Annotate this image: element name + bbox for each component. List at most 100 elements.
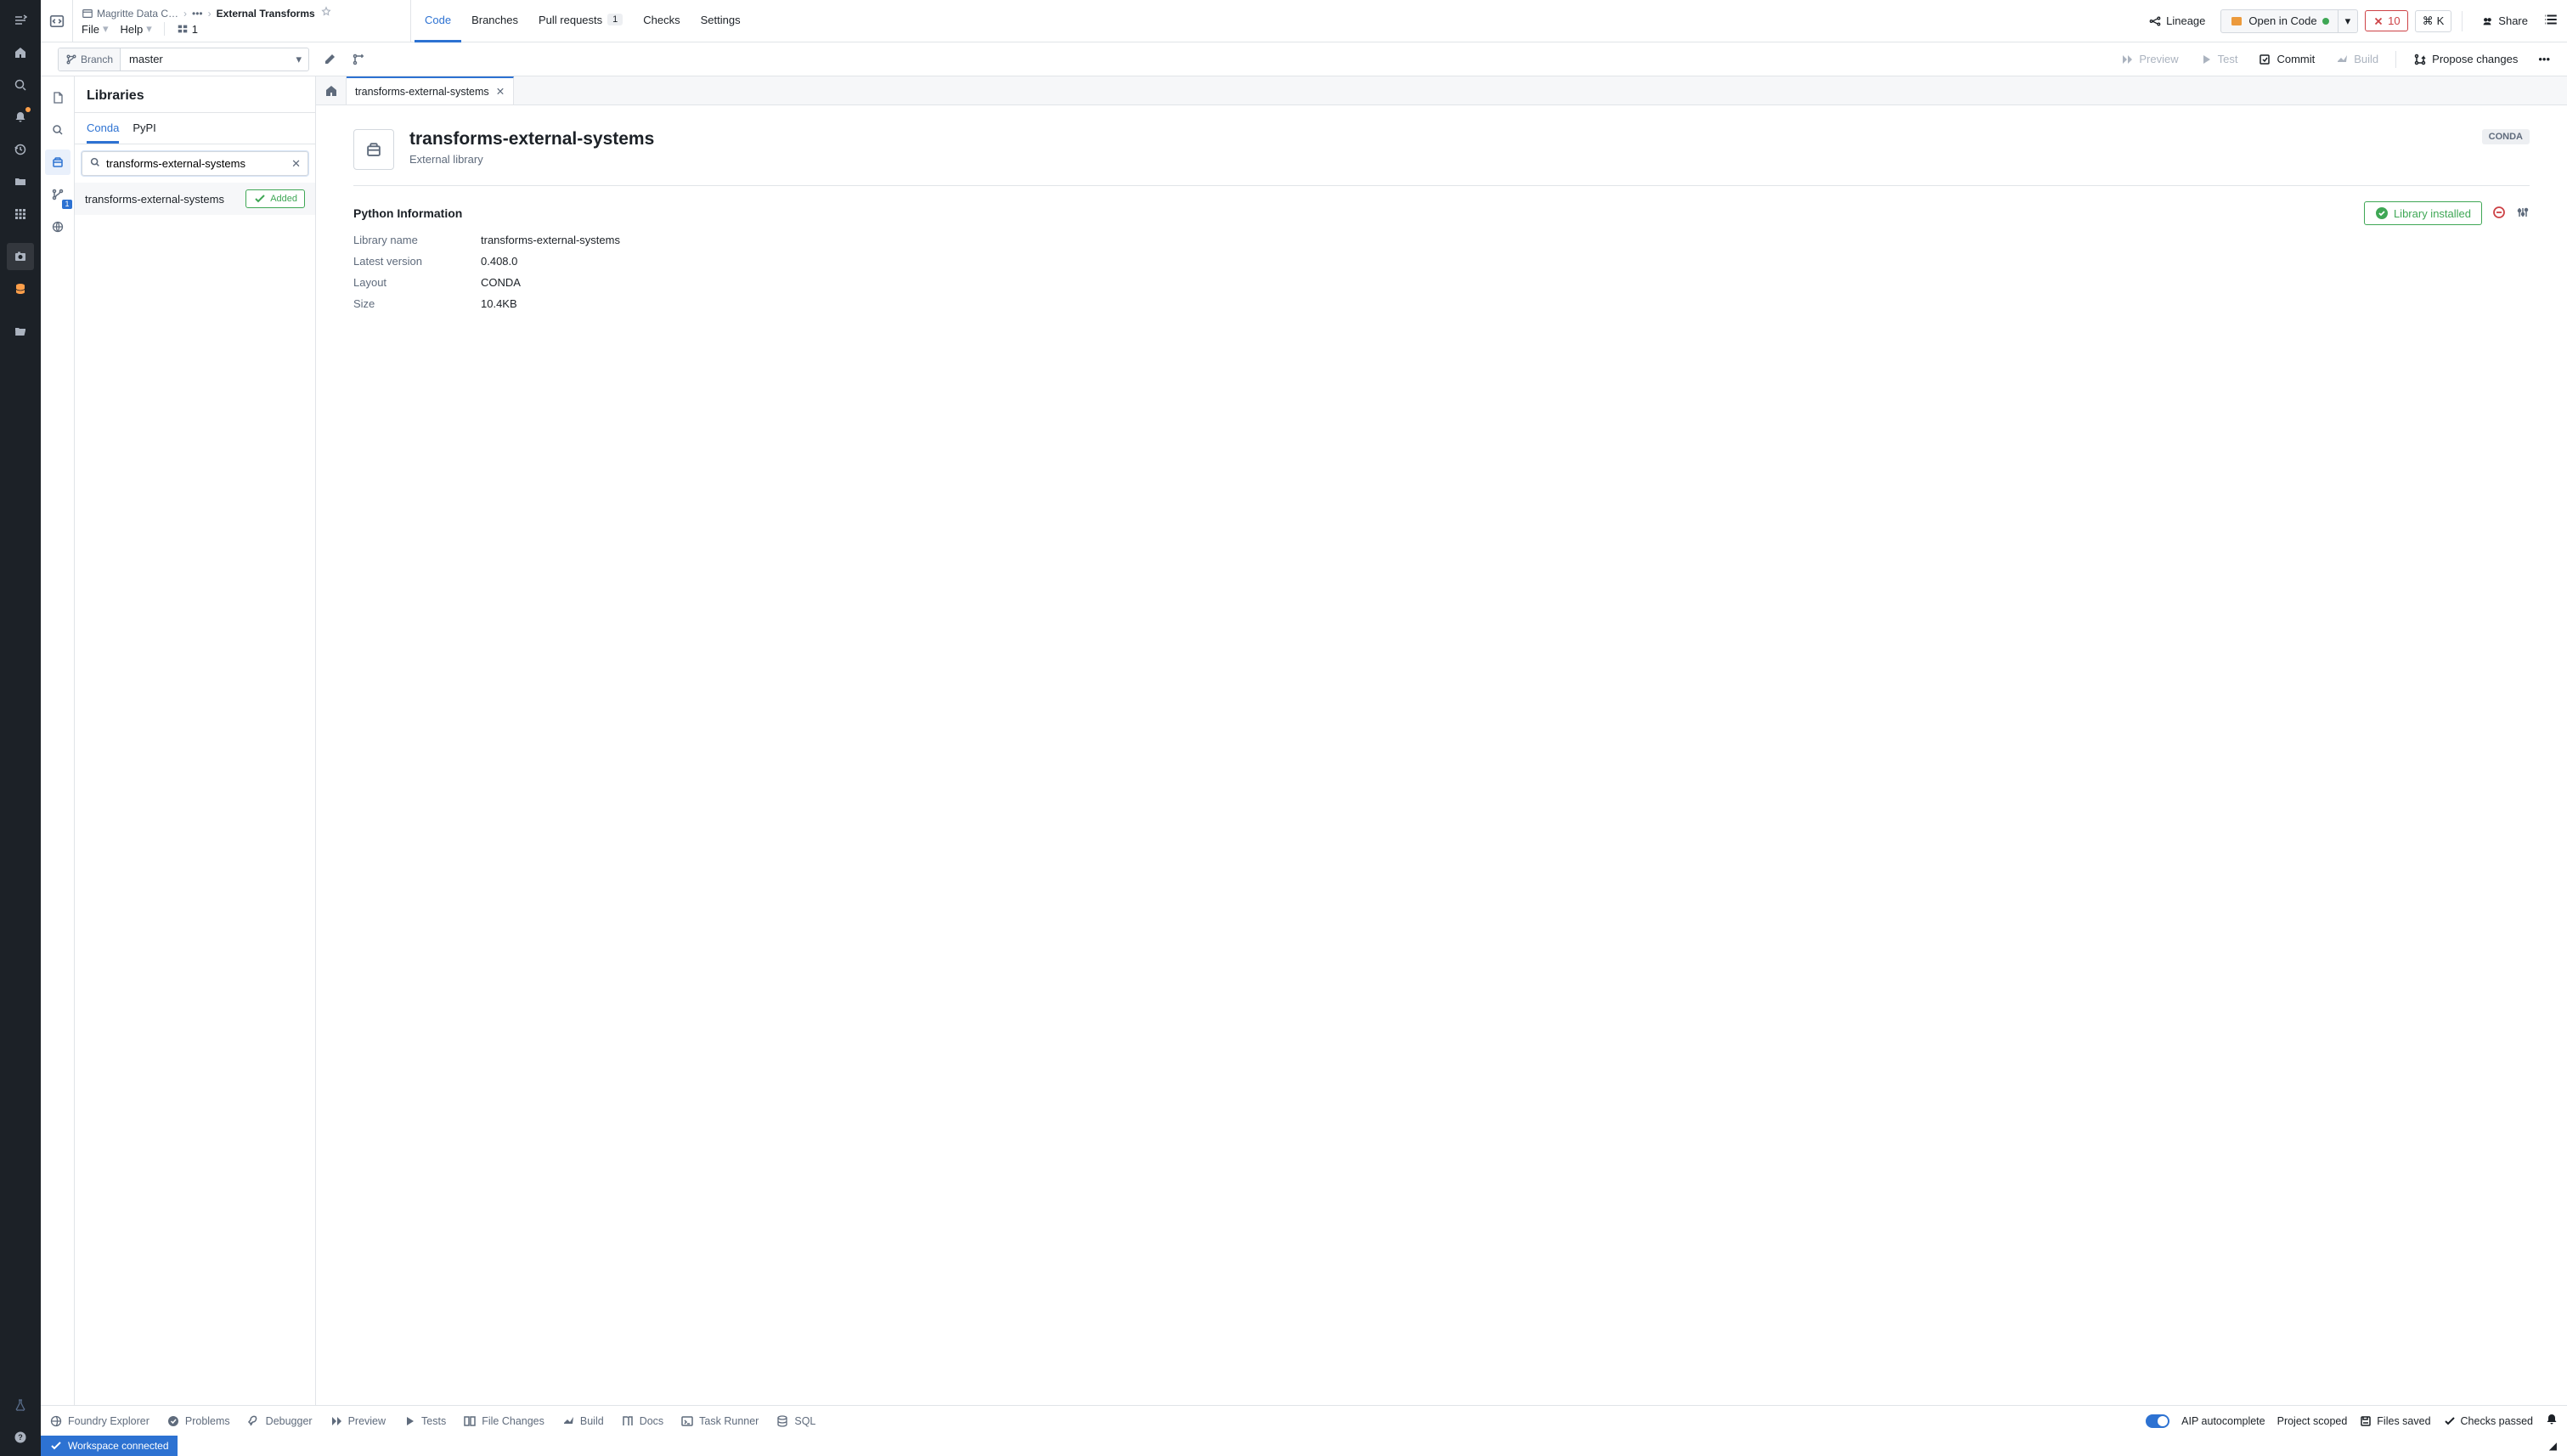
apps-icon[interactable] <box>7 200 34 228</box>
preview-action[interactable]: Preview <box>2112 49 2186 70</box>
build-tab[interactable]: Build <box>561 1414 604 1428</box>
library-search[interactable]: ✕ <box>82 151 308 176</box>
breadcrumb-project[interactable]: Magritte Data C… <box>82 8 178 20</box>
conda-badge: CONDA <box>2482 129 2530 144</box>
chevron-right-icon: › <box>208 8 212 20</box>
help-menu[interactable]: Help ▾ <box>120 22 151 36</box>
menu-toggle-icon[interactable] <box>7 7 34 34</box>
tab-branches[interactable]: Branches <box>461 0 528 42</box>
branch-selector[interactable]: Branch master ▾ <box>58 48 309 71</box>
breadcrumb-ellipsis[interactable]: ••• <box>192 8 203 20</box>
home-icon[interactable] <box>7 39 34 66</box>
library-result-name: transforms-external-systems <box>85 193 224 206</box>
problems-tab[interactable]: Problems <box>166 1414 230 1428</box>
files-saved-status: Files saved <box>2359 1414 2430 1428</box>
preview-tab[interactable]: Preview <box>330 1414 386 1428</box>
branch-name: master <box>121 53 289 65</box>
list-icon[interactable] <box>2543 12 2559 30</box>
tests-tab[interactable]: Tests <box>403 1414 446 1428</box>
docs-tab[interactable]: Docs <box>621 1414 663 1428</box>
keyboard-shortcut[interactable]: ⌘K <box>2415 10 2452 32</box>
close-tab-icon[interactable]: ✕ <box>496 85 505 98</box>
workspace-status[interactable]: Workspace connected <box>41 1436 178 1456</box>
propose-changes-action[interactable]: Propose changes <box>2405 49 2526 70</box>
error-badge[interactable]: 10 <box>2365 10 2407 31</box>
file-changes-tab[interactable]: File Changes <box>463 1414 544 1428</box>
kv-value: 0.408.0 <box>481 255 517 268</box>
tab-conda[interactable]: Conda <box>87 121 119 144</box>
folder-icon[interactable] <box>7 168 34 195</box>
file-icon[interactable] <box>45 85 71 110</box>
kv-key: Latest version <box>353 255 481 268</box>
aip-label: AIP autocomplete <box>2181 1415 2265 1427</box>
left-rail: ? <box>0 0 41 1456</box>
test-action[interactable]: Test <box>2191 49 2247 70</box>
tab-pypi[interactable]: PyPI <box>133 121 155 144</box>
kv-value: CONDA <box>481 276 521 289</box>
package-subtitle: External library <box>409 153 654 166</box>
clear-search-icon[interactable]: ✕ <box>291 157 301 171</box>
commit-action[interactable]: Commit <box>2249 49 2323 70</box>
help-icon[interactable]: ? <box>7 1424 34 1451</box>
file-menu[interactable]: File ▾ <box>82 22 108 36</box>
code-logo-icon[interactable] <box>41 0 73 42</box>
kv-value: transforms-external-systems <box>481 234 620 246</box>
build-action[interactable]: Build <box>2327 49 2387 70</box>
views-count[interactable]: 1 <box>177 23 198 36</box>
sql-tab[interactable]: SQL <box>776 1414 815 1428</box>
kv-key: Library name <box>353 234 481 246</box>
kv-key: Size <box>353 297 481 310</box>
aip-toggle[interactable] <box>2146 1414 2169 1428</box>
task-runner-tab[interactable]: Task Runner <box>680 1414 759 1428</box>
chevron-down-icon[interactable]: ▾ <box>289 53 308 66</box>
database-icon[interactable] <box>7 275 34 302</box>
breadcrumb-current[interactable]: External Transforms <box>217 8 315 20</box>
package-title: transforms-external-systems <box>409 129 654 150</box>
notifications-icon[interactable] <box>7 104 34 131</box>
package-icon <box>353 129 394 170</box>
search-tool-icon[interactable] <box>45 117 71 143</box>
tab-pull-requests[interactable]: Pull requests1 <box>528 0 633 42</box>
search-icon[interactable] <box>7 71 34 99</box>
edit-icon[interactable] <box>319 49 340 70</box>
tab-checks[interactable]: Checks <box>633 0 690 42</box>
open-in-code-button[interactable]: Open in Code <box>2220 9 2338 33</box>
resize-handle-icon: ◢ <box>2549 1440 2567 1452</box>
section-title: Python Information <box>353 206 462 220</box>
star-icon[interactable] <box>320 6 332 20</box>
remove-icon[interactable] <box>2492 206 2506 222</box>
debugger-tab[interactable]: Debugger <box>247 1414 313 1428</box>
camera-icon[interactable] <box>7 243 34 270</box>
file-tabs: transforms-external-systems ✕ <box>316 76 2567 105</box>
settings-sliders-icon[interactable] <box>2516 206 2530 222</box>
tab-code[interactable]: Code <box>415 0 461 42</box>
checks-passed-status: Checks passed <box>2443 1414 2533 1428</box>
kv-key: Layout <box>353 276 481 289</box>
library-result-row[interactable]: transforms-external-systems Added <box>75 183 315 215</box>
globe-icon[interactable] <box>45 214 71 240</box>
more-icon[interactable]: ••• <box>2530 49 2559 69</box>
file-tab[interactable]: transforms-external-systems ✕ <box>347 76 514 104</box>
lineage-button[interactable]: Lineage <box>2141 10 2214 31</box>
flask-icon[interactable] <box>7 1391 34 1419</box>
library-search-input[interactable] <box>106 157 286 170</box>
history-icon[interactable] <box>7 136 34 163</box>
foundry-explorer-tab[interactable]: Foundry Explorer <box>49 1414 150 1428</box>
top-bar: Magritte Data C… › ••• › External Transf… <box>41 0 2567 42</box>
open-in-code-dropdown[interactable]: ▾ <box>2339 9 2359 33</box>
top-tabs: Code Branches Pull requests1 Checks Sett… <box>411 0 754 42</box>
svg-text:?: ? <box>18 1433 23 1442</box>
share-button[interactable]: Share <box>2473 10 2536 31</box>
branch-tool-icon[interactable]: 1 <box>45 182 71 207</box>
home-tab-icon[interactable] <box>316 76 347 104</box>
chevron-right-icon: › <box>183 8 187 20</box>
bell-icon[interactable] <box>2545 1413 2559 1429</box>
status-bar: Workspace connected ◢ <box>41 1436 2567 1456</box>
package-tool-icon[interactable] <box>45 150 71 175</box>
folder-open-icon[interactable] <box>7 318 34 345</box>
scope-label[interactable]: Project scoped <box>2277 1415 2348 1427</box>
tab-settings[interactable]: Settings <box>691 0 751 42</box>
search-icon <box>89 156 101 171</box>
breadcrumb: Magritte Data C… › ••• › External Transf… <box>82 6 402 20</box>
new-branch-icon[interactable] <box>348 49 369 70</box>
